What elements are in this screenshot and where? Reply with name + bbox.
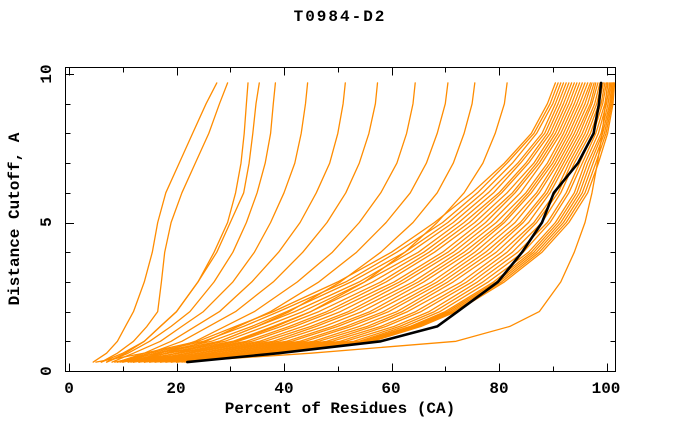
model-curve (92, 82, 218, 363)
model-curve (159, 82, 597, 363)
y-tick-label-10: 10 (38, 64, 56, 84)
model-curve (159, 82, 606, 363)
model-curve (138, 82, 578, 363)
model-curve (122, 82, 379, 363)
model-curve (111, 82, 309, 363)
model-curve (132, 82, 449, 363)
x-tick-label-100: 100 (591, 380, 621, 398)
plot-border (65, 67, 616, 372)
model-curve (122, 82, 562, 363)
model-curve (170, 82, 604, 363)
x-axis-label: Percent of Residues (CA) (224, 400, 456, 418)
model-curve (130, 82, 581, 363)
model-curve (95, 82, 557, 363)
model-curve (143, 82, 595, 363)
x-tick-label-80: 80 (489, 380, 509, 398)
model-curve (138, 82, 592, 363)
model-curve (154, 82, 603, 363)
model-curve (100, 82, 249, 363)
model-curve (100, 82, 229, 363)
x-tick-label-20: 20 (166, 380, 186, 398)
model-curve (148, 82, 599, 363)
chart-title: T0984-D2 (293, 8, 387, 26)
model-curve (132, 82, 573, 363)
model-curve (143, 82, 583, 363)
model-curve (138, 82, 476, 363)
model-curve (148, 82, 589, 363)
model-curve (143, 82, 508, 363)
y-tick-label-5: 5 (38, 217, 56, 227)
x-tick-label-40: 40 (274, 380, 294, 398)
y-axis-label: Distance Cutoff, A (6, 132, 24, 306)
model-curve (127, 82, 416, 363)
model-curve (116, 82, 559, 363)
model-curve (132, 82, 586, 363)
reference-curve (186, 81, 603, 364)
model-curve (105, 82, 260, 363)
model-curve (105, 82, 277, 363)
model-curve (175, 82, 609, 363)
x-tick-label-0: 0 (64, 380, 74, 398)
model-curve (165, 82, 601, 363)
model-curve (154, 82, 593, 363)
y-tick-label-0: 0 (38, 366, 56, 376)
model-curve (122, 82, 575, 363)
model-curve (116, 82, 346, 363)
curves-layer (92, 81, 615, 364)
model-curve (127, 82, 567, 363)
x-tick-label-60: 60 (381, 380, 401, 398)
